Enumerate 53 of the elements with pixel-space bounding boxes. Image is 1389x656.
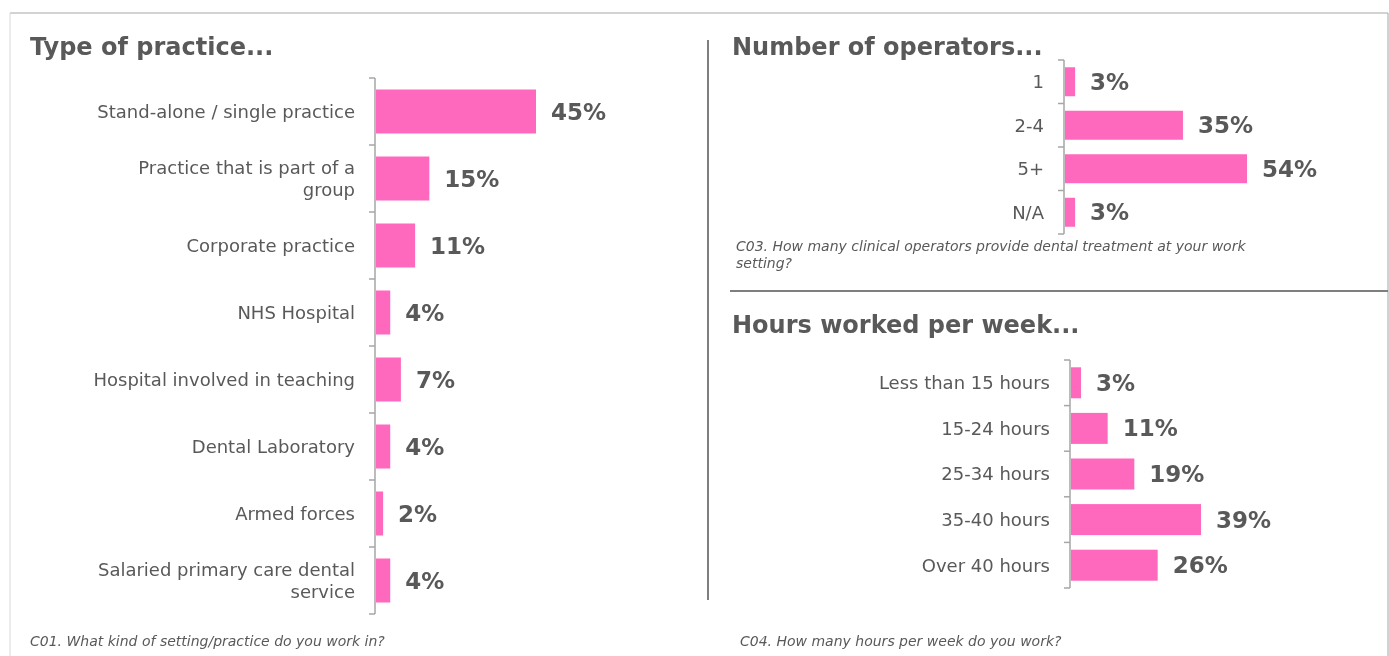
y-tick-label: N/A <box>1012 201 1045 223</box>
text: C01. What kind of setting/practice do you work in? <box>30 633 386 649</box>
bar <box>376 89 536 134</box>
data-label: 11% <box>1122 415 1178 442</box>
y-tick-label: Practice that is part of a group <box>138 157 355 200</box>
text: C04. How many hours per week do you work? <box>740 633 1063 649</box>
bar <box>376 357 401 402</box>
y-tick-label: Over 40 hours <box>921 554 1050 576</box>
data-label: 3% <box>1096 369 1136 396</box>
bar <box>1071 549 1158 581</box>
data-label: 26% <box>1172 552 1228 579</box>
y-tick-label: Dental Laboratory <box>191 435 356 457</box>
data-label: 3% <box>1090 199 1130 226</box>
bar <box>376 223 416 268</box>
data-label: 4% <box>405 567 445 594</box>
data-label: 4% <box>405 299 445 326</box>
bar <box>376 491 384 536</box>
chart-title: Number of operators... <box>732 33 1043 61</box>
y-tick-label: Corporate practice <box>186 234 355 256</box>
y-tick-label: 1 <box>1032 71 1044 93</box>
data-label: 4% <box>405 433 445 460</box>
data-label: 7% <box>415 366 455 393</box>
bar <box>376 558 391 603</box>
bar <box>1071 458 1135 490</box>
y-tick-label: Salaried primary care dental service <box>97 559 355 602</box>
y-tick-label: Less than 15 hours <box>878 372 1050 394</box>
y-tick-label: 5+ <box>1017 158 1044 180</box>
y-tick-label: NHS Hospital <box>237 301 355 323</box>
bar <box>376 290 391 335</box>
data-label: 3% <box>1090 68 1130 95</box>
text: C03. How many clinical operators provide dental treatment at your work setting? <box>736 238 1247 271</box>
y-tick-label: 2-4 <box>1014 114 1044 136</box>
y-tick-label: Stand-alone / single practice <box>97 100 355 122</box>
y-tick-label: Hospital involved in teaching <box>93 368 355 390</box>
data-label: 15% <box>444 165 500 192</box>
data-label: 45% <box>551 98 607 125</box>
data-label: 35% <box>1197 112 1254 139</box>
data-label: 39% <box>1216 506 1272 533</box>
bar <box>1071 412 1108 444</box>
chart-title: Hours worked per week... <box>732 311 1080 339</box>
bar <box>376 424 391 469</box>
y-tick-label: 35-40 hours <box>941 508 1050 530</box>
y-tick-label: 15-24 hours <box>941 417 1050 439</box>
bar <box>1071 367 1081 399</box>
y-tick-label: Armed forces <box>235 502 355 524</box>
data-label: 19% <box>1149 461 1205 488</box>
bar <box>376 156 430 201</box>
y-tick-label: 25-34 hours <box>941 463 1050 485</box>
bar <box>1071 504 1201 536</box>
text: Type of practice... <box>30 33 274 61</box>
data-label: 11% <box>430 232 486 259</box>
data-label: 54% <box>1262 155 1318 182</box>
data-label: 2% <box>398 500 438 527</box>
